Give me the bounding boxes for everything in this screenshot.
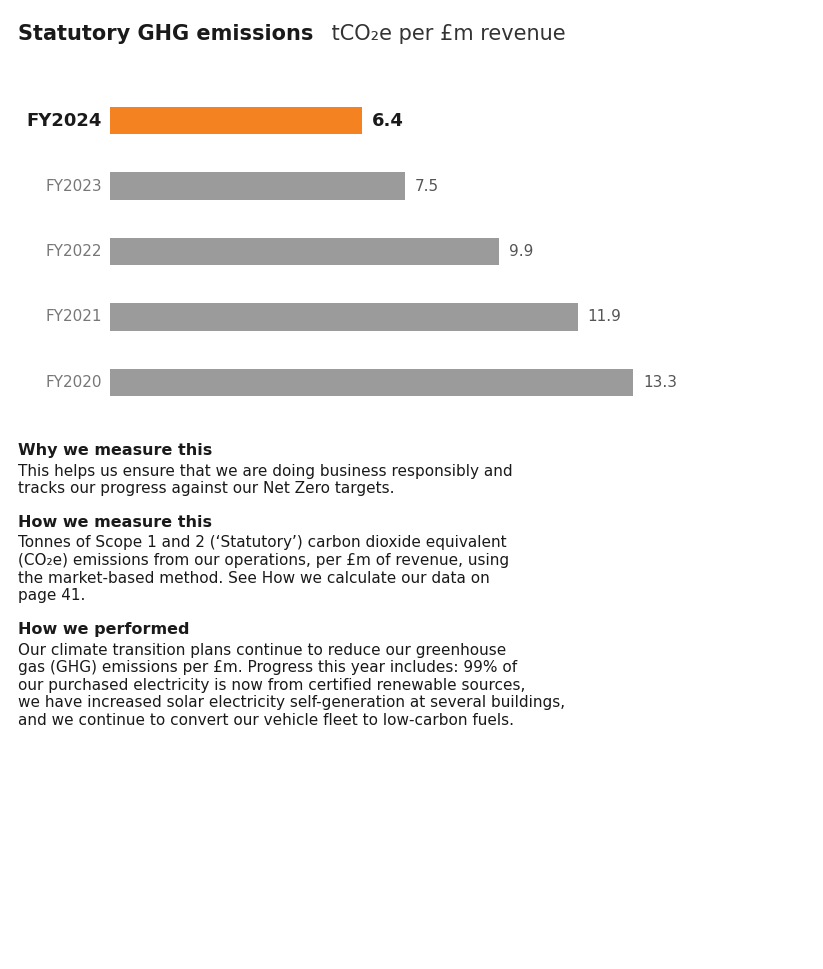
- Text: Why we measure this: Why we measure this: [18, 443, 212, 458]
- Bar: [110, 303, 578, 330]
- Text: page 41.: page 41.: [18, 588, 86, 604]
- Text: Statutory GHG emissions: Statutory GHG emissions: [18, 24, 314, 44]
- Bar: [110, 172, 405, 200]
- Text: (CO₂e) emissions from our operations, per £m of revenue, using: (CO₂e) emissions from our operations, pe…: [18, 553, 509, 568]
- Text: FY2023: FY2023: [45, 178, 102, 194]
- Text: our purchased electricity is now from certified renewable sources,: our purchased electricity is now from ce…: [18, 677, 525, 693]
- Text: 13.3: 13.3: [643, 375, 677, 390]
- Text: How we performed: How we performed: [18, 622, 189, 638]
- Text: and we continue to convert our vehicle fleet to low-carbon fuels.: and we continue to convert our vehicle f…: [18, 713, 514, 728]
- Text: Tonnes of Scope 1 and 2 (‘Statutory’) carbon dioxide equivalent: Tonnes of Scope 1 and 2 (‘Statutory’) ca…: [18, 536, 507, 550]
- Text: How we measure this: How we measure this: [18, 516, 212, 530]
- Text: FY2022: FY2022: [45, 244, 102, 259]
- Text: 11.9: 11.9: [588, 309, 621, 325]
- Text: This helps us ensure that we are doing business responsibly and: This helps us ensure that we are doing b…: [18, 463, 513, 479]
- Bar: [110, 107, 361, 135]
- Text: FY2021: FY2021: [45, 309, 102, 325]
- Text: 7.5: 7.5: [415, 178, 439, 194]
- Text: Our climate transition plans continue to reduce our greenhouse: Our climate transition plans continue to…: [18, 642, 506, 658]
- Text: 6.4: 6.4: [372, 111, 403, 130]
- Text: gas (GHG) emissions per £m. Progress this year includes: 99% of: gas (GHG) emissions per £m. Progress thi…: [18, 660, 517, 675]
- Bar: [110, 368, 633, 396]
- Text: tracks our progress against our Net Zero targets.: tracks our progress against our Net Zero…: [18, 482, 394, 496]
- Text: the market-based method. See How we calculate our data on: the market-based method. See How we calc…: [18, 571, 490, 585]
- Text: we have increased solar electricity self-generation at several buildings,: we have increased solar electricity self…: [18, 696, 565, 710]
- Text: tCO₂e per £m revenue: tCO₂e per £m revenue: [325, 24, 565, 44]
- Bar: [110, 237, 500, 266]
- Text: 9.9: 9.9: [509, 244, 533, 259]
- Text: FY2020: FY2020: [45, 375, 102, 390]
- Text: FY2024: FY2024: [26, 111, 102, 130]
